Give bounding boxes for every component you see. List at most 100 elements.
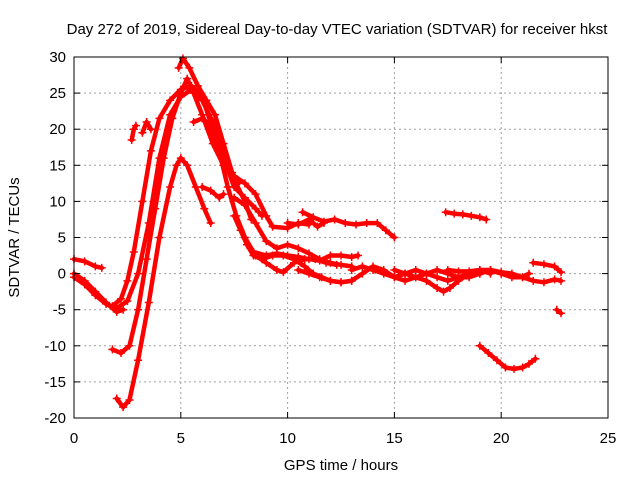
data-point-marker: [557, 276, 566, 285]
data-point-marker: [390, 265, 399, 274]
series-line: [71, 87, 254, 311]
data-point-marker: [127, 136, 136, 145]
data-point-marker: [422, 276, 431, 285]
data-point-marker: [518, 273, 527, 282]
y-tick-label: -15: [44, 374, 66, 391]
data-point-marker: [80, 257, 89, 266]
data-point-marker: [445, 284, 454, 293]
data-point-marker: [251, 204, 260, 213]
data-point-marker: [138, 128, 147, 137]
x-tick-label: 25: [600, 430, 617, 447]
data-point-marker: [215, 146, 224, 155]
y-tick-label: 15: [49, 157, 66, 174]
data-point-marker: [475, 341, 484, 350]
series-line: [110, 76, 312, 356]
data-point-marker: [326, 251, 335, 260]
data-point-marker: [272, 265, 281, 274]
data-point-marker: [146, 125, 155, 134]
data-point-marker: [151, 204, 160, 213]
data-point-marker: [206, 219, 215, 228]
series-track-7: [127, 121, 140, 145]
data-point-marker: [219, 190, 228, 199]
data-point-marker: [507, 269, 516, 278]
data-point-marker: [358, 269, 367, 278]
data-point-marker: [119, 305, 128, 314]
data-point-marker: [433, 284, 442, 293]
data-point-marker: [309, 213, 318, 222]
data-point-marker: [390, 273, 399, 282]
data-point-marker: [484, 349, 493, 358]
data-point-marker: [189, 89, 198, 98]
data-point-marker: [189, 117, 198, 126]
data-point-marker: [176, 89, 185, 98]
data-point-marker: [290, 258, 299, 267]
x-tick-label: 15: [386, 430, 403, 447]
x-tick-label: 5: [177, 430, 185, 447]
data-point-marker: [119, 403, 128, 412]
series-track-11: [198, 182, 228, 202]
data-point-marker: [198, 114, 207, 123]
data-point-marker: [347, 276, 356, 285]
data-point-marker: [313, 222, 322, 231]
y-tick-label: 25: [49, 85, 66, 102]
series-track-4: [108, 81, 266, 311]
data-point-marker: [123, 297, 132, 306]
data-point-marker: [240, 193, 249, 202]
series-track-6: [112, 154, 215, 412]
series-track-21: [441, 208, 491, 224]
grid: [74, 57, 608, 418]
data-point-marker: [300, 262, 309, 271]
data-point-marker: [497, 268, 506, 277]
data-point-marker: [251, 219, 260, 228]
data-point-marker: [475, 213, 484, 222]
data-point-marker: [531, 354, 540, 363]
data-point-marker: [125, 395, 134, 404]
data-point-marker: [176, 154, 185, 163]
data-point-marker: [550, 262, 559, 271]
chart-title: Day 272 of 2019, Sidereal Day-to-day VTE…: [67, 21, 609, 38]
data-point-marker: [332, 260, 341, 269]
data-point-marker: [262, 258, 271, 267]
data-point-marker: [337, 251, 345, 260]
series-track-3: [70, 269, 128, 316]
data-point-marker: [401, 276, 410, 285]
data-point-marker: [108, 345, 117, 354]
data-point-marker: [116, 349, 125, 358]
data-point-marker: [198, 182, 207, 191]
data-point-marker: [539, 278, 548, 287]
data-point-marker: [112, 394, 121, 403]
data-point-marker: [283, 240, 292, 249]
data-point-marker: [557, 268, 566, 277]
y-tick-label: 10: [49, 193, 66, 210]
data-point-marker: [138, 197, 147, 206]
data-point-marker: [557, 309, 566, 318]
data-point-marker: [236, 226, 245, 235]
data-point-marker: [112, 307, 121, 316]
y-tick-label: 30: [49, 49, 66, 66]
data-point-marker: [243, 240, 252, 249]
data-point-marker: [492, 356, 501, 365]
data-series: [70, 54, 566, 412]
y-axis-label: SDTVAR / TECUs: [6, 177, 23, 297]
data-point-marker: [450, 209, 459, 218]
data-point-marker: [358, 262, 367, 271]
series-track-16: [298, 208, 399, 242]
data-point-marker: [401, 269, 410, 278]
data-point-marker: [486, 265, 495, 274]
data-point-marker: [362, 219, 371, 228]
y-tick-label: 20: [49, 121, 66, 138]
data-point-marker: [294, 244, 303, 253]
data-point-marker: [102, 298, 111, 307]
data-point-marker: [215, 193, 224, 202]
data-point-marker: [240, 201, 249, 210]
data-point-marker: [251, 251, 260, 260]
series-track-2: [70, 85, 256, 313]
data-point-marker: [319, 217, 328, 226]
data-point-marker: [326, 276, 335, 285]
data-point-marker: [131, 121, 140, 130]
data-point-marker: [268, 251, 277, 260]
data-point-marker: [97, 263, 106, 272]
data-point-marker: [315, 273, 324, 282]
data-point-marker: [294, 220, 303, 229]
data-point-marker: [443, 265, 452, 274]
